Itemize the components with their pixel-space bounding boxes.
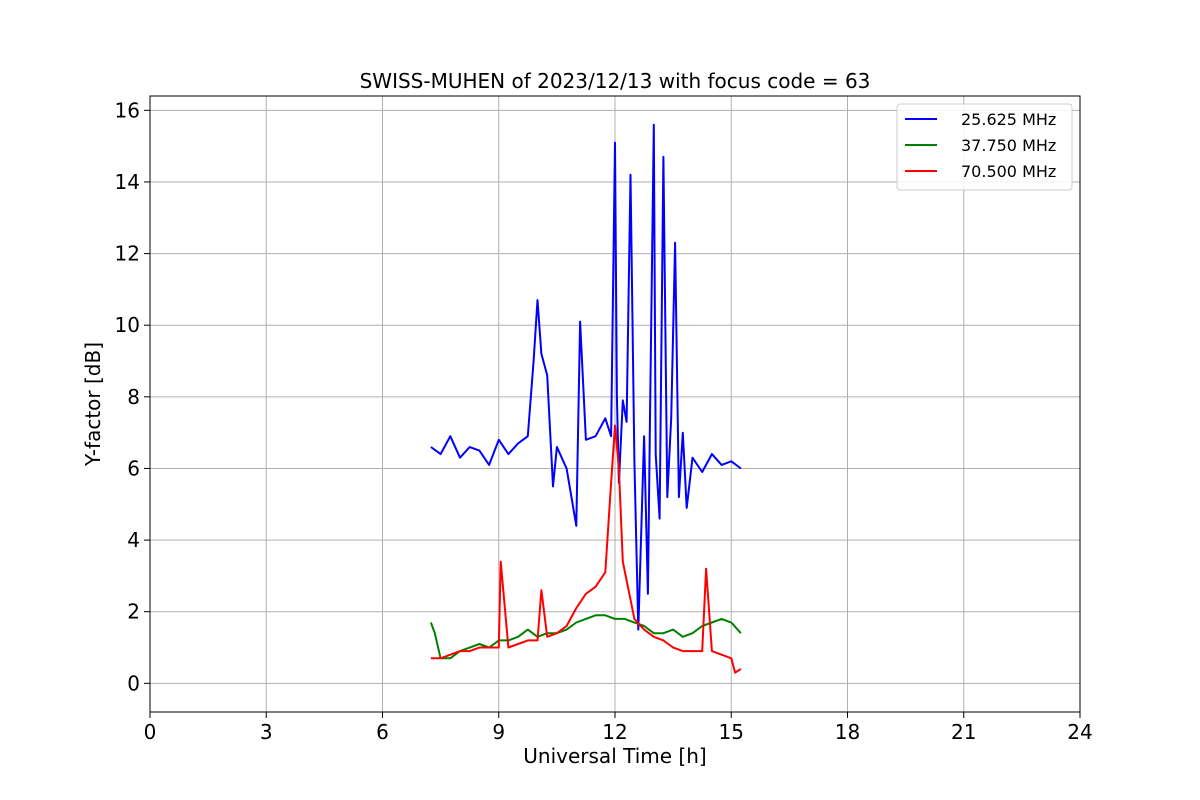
series-line-2	[430, 424, 742, 674]
series-line-0	[430, 123, 742, 631]
x-tick-label: 24	[1067, 720, 1092, 744]
x-tick-label: 3	[260, 720, 273, 744]
series-layer	[429, 123, 742, 674]
series-line-1	[429, 614, 742, 660]
legend: 25.625 MHz 37.750 MHz 70.500 MHz	[896, 103, 1073, 191]
y-tick-label: 4	[127, 528, 140, 552]
x-tick-label: 15	[719, 720, 744, 744]
x-tick-label: 0	[144, 720, 157, 744]
y-tick-label: 16	[115, 98, 140, 122]
x-tick-label: 6	[376, 720, 389, 744]
y-tick-label: 2	[127, 600, 140, 624]
y-tick-label: 12	[115, 242, 140, 266]
y-tick-label: 10	[115, 313, 140, 337]
y-tick-label: 0	[127, 671, 140, 695]
y-axis-label: Y-factor [dB]	[81, 342, 105, 467]
chart-title: SWISS-MUHEN of 2023/12/13 with focus cod…	[360, 69, 871, 93]
x-tick-label: 21	[951, 720, 976, 744]
y-tick-label: 14	[115, 170, 140, 194]
y-tick-label: 8	[127, 385, 140, 409]
x-tick-label: 12	[602, 720, 627, 744]
x-axis-label: Universal Time [h]	[523, 744, 706, 768]
x-tick-label: 18	[835, 720, 860, 744]
legend-box	[896, 103, 1073, 191]
x-tick-label: 9	[492, 720, 505, 744]
legend-label: 37.750 MHz	[961, 136, 1056, 155]
legend-label: 70.500 MHz	[961, 162, 1056, 181]
legend-label: 25.625 MHz	[961, 110, 1056, 129]
y-tick-label: 6	[127, 456, 140, 480]
